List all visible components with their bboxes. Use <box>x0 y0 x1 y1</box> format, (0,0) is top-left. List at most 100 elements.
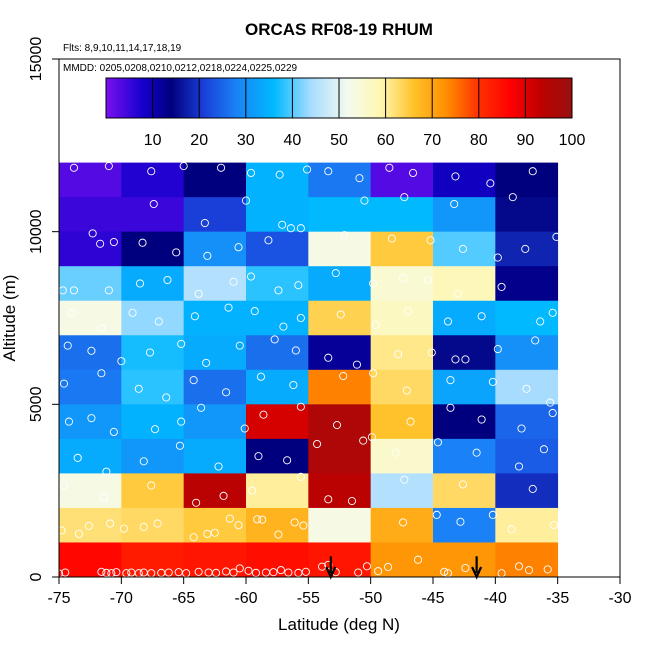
heatmap-cell <box>246 162 309 198</box>
sample-point <box>290 518 299 527</box>
sample-point <box>284 568 293 577</box>
heatmap-cells <box>59 162 559 578</box>
sample-point <box>440 567 449 576</box>
heatmap-cell <box>495 507 559 543</box>
heatmap-cell <box>121 197 185 233</box>
sample-point <box>154 317 163 326</box>
heatmap-cell <box>495 300 559 336</box>
heatmap-cell <box>308 507 372 543</box>
sample-point <box>240 424 249 433</box>
heatmap-cell <box>246 507 309 543</box>
sample-point <box>145 348 155 357</box>
colorbar-tick-label: 100 <box>559 132 586 149</box>
sample-point <box>324 495 333 504</box>
sample-point <box>477 312 486 321</box>
heatmap-cell <box>495 369 559 405</box>
sample-point <box>446 403 455 412</box>
sample-circles <box>54 162 561 578</box>
sample-point <box>324 167 333 176</box>
sample-point <box>450 199 459 209</box>
heatmap-cell <box>308 473 372 509</box>
sample-point <box>543 565 552 574</box>
sample-point <box>426 236 435 245</box>
heatmap-cell <box>370 507 434 543</box>
sample-point <box>97 369 106 378</box>
x-tick-label: -35 <box>546 590 569 607</box>
sample-point <box>147 481 156 490</box>
sample-point <box>147 167 156 176</box>
heatmap-cell <box>183 300 247 336</box>
heatmap-cell <box>246 197 309 233</box>
heatmap-cell <box>121 162 185 198</box>
sample-point <box>217 163 226 172</box>
x-tick-label: -70 <box>110 590 133 607</box>
sample-point <box>219 491 228 500</box>
sample-point <box>61 568 70 577</box>
heatmap-cell <box>183 369 247 405</box>
sample-point <box>493 253 502 262</box>
sample-point <box>291 346 300 355</box>
sample-point <box>73 453 82 462</box>
sample-point <box>59 379 69 388</box>
colorbar-tick-label: 60 <box>377 132 395 149</box>
sample-point <box>286 224 295 233</box>
sample-point <box>374 567 383 576</box>
heatmap-cell <box>183 231 247 267</box>
sample-point <box>443 317 453 326</box>
sample-point <box>296 313 305 323</box>
sample-point <box>514 562 524 571</box>
sample-point <box>172 248 181 257</box>
sample-point <box>241 196 251 205</box>
sample-point <box>234 243 243 252</box>
heatmap-cell <box>495 162 559 198</box>
sample-point <box>453 289 462 298</box>
sample-point <box>488 377 497 386</box>
heatmap-cell <box>246 438 309 474</box>
heatmap-cell <box>370 300 434 336</box>
sample-point <box>229 277 238 286</box>
sample-point <box>521 244 530 253</box>
sample-point <box>248 486 257 495</box>
x-tick-label: -75 <box>47 590 70 607</box>
sample-point <box>270 335 279 344</box>
sample-point <box>253 515 262 524</box>
y-axis-label: Altitude (m) <box>0 275 19 362</box>
sample-point <box>451 355 460 364</box>
sample-point <box>458 480 467 489</box>
sample-point <box>246 168 256 178</box>
sample-point <box>324 560 333 569</box>
sample-point <box>246 272 256 281</box>
sample-point <box>552 232 561 241</box>
sample-point <box>112 568 121 577</box>
sample-point <box>104 162 113 171</box>
sample-point <box>427 348 436 357</box>
heatmap-cell <box>433 335 496 371</box>
heatmap-cell <box>183 197 247 233</box>
y-tick-label: 5000 <box>28 386 45 422</box>
colorbar-tick-label: 80 <box>470 132 488 149</box>
heatmap-cell <box>370 162 434 198</box>
sample-point <box>331 269 340 278</box>
sample-point <box>433 438 443 447</box>
sample-point <box>109 427 118 437</box>
heatmap-cell <box>495 473 559 509</box>
heatmap-cell <box>495 197 559 233</box>
sample-point <box>149 199 158 209</box>
heatmap-cell <box>183 335 247 371</box>
sample-point <box>354 568 363 577</box>
sample-point <box>57 526 66 535</box>
sample-point <box>539 445 549 454</box>
sample-point <box>536 317 545 326</box>
sample-point <box>163 275 172 285</box>
sample-point <box>385 163 394 172</box>
sample-point <box>74 529 83 538</box>
y-axis: 0 5000 10000 15000 <box>28 37 60 581</box>
x-axis-label: Latitude (deg N) <box>278 615 400 634</box>
heatmap-cell <box>121 231 185 267</box>
sample-point <box>461 355 470 364</box>
sample-point <box>446 376 455 385</box>
heatmap-cell <box>433 162 496 198</box>
sample-point <box>104 286 113 295</box>
heatmap-cell <box>121 507 185 543</box>
sample-point <box>400 193 409 202</box>
